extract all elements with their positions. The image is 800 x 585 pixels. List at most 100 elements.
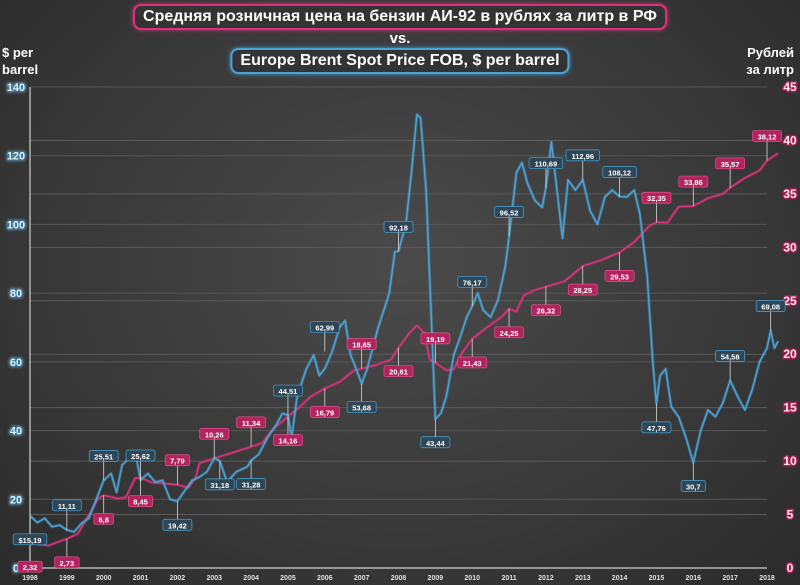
y-tick-label-left: 20 [10,494,22,506]
data-label-petrol-label: 38,12 [758,133,777,142]
y-axis-right-title-line1: Рублей [747,45,794,60]
x-tick-label: 2007 [354,575,370,582]
data-label-oil-label: 19,42 [168,521,187,530]
series-line-petrol-glow [29,151,779,548]
data-label-petrol-box [54,556,80,569]
data-label-oil-label: 31,28 [242,481,261,490]
data-label-oil-label: 112,96 [571,152,594,161]
data-label-oil-label: 96,52 [500,208,519,217]
data-label-petrol-box [420,332,451,345]
data-label-oil-box [12,533,48,546]
data-label-oil-box [528,157,564,170]
data-label-petrol-box [164,454,190,467]
data-label-oil-box [51,499,82,512]
data-label-petrol-box [678,175,709,188]
y-axis-left-title-line2: barrel [2,62,39,77]
data-label-petrol-box [309,406,340,418]
data-label-petrol-box [494,326,524,339]
y-tick-label-right: 40 [783,133,797,147]
x-tick-label: 2012 [538,575,554,582]
series-line-oil-glow [28,112,780,534]
data-label-oil-box [204,478,235,491]
data-label-oil-box [125,449,156,462]
data-label-oil-label: 62,99 [315,324,334,333]
x-tick-label: 2015 [649,575,665,582]
data-label-petrol-label: 20,61 [389,368,408,377]
y-tick-label-right: 45 [783,80,797,94]
y-axis-left-title: $ per barrel [2,44,38,78]
data-label-petrol-box [604,270,635,282]
data-label-petrol-box [715,157,746,170]
data-label-oil-label: 53,68 [352,404,371,413]
data-label-petrol-box [752,130,782,142]
data-label-petrol-label: 32,35 [647,194,666,203]
data-label-petrol-box [199,427,230,440]
data-label-oil-label: 47,76 [647,424,666,433]
vs-label: vs. [389,30,411,47]
y-axis-right-title: Рублей за литр [746,44,794,78]
y-tick-label-right: 30 [783,240,797,254]
y-tick-label-left: 80 [10,288,22,300]
y-tick-label-left: 140 [7,82,25,94]
series-line-oil [29,113,779,533]
data-label-petrol-label: 8,45 [133,498,148,507]
data-label-oil-box [309,321,340,333]
y-tick-label-right: 25 [783,294,797,308]
data-label-oil-box [383,220,414,233]
x-tick-label: 2014 [612,575,628,582]
y-tick-label-right: 20 [783,347,797,361]
chart-subtitle: Europe Brent Spot Price FOB, $ per barre… [230,48,570,74]
x-tick-label: 1998 [22,575,38,582]
data-label-oil-box [236,478,266,490]
data-label-petrol-label: 29,53 [610,272,629,281]
data-label-oil-box [273,384,303,397]
y-tick-label-right: 10 [783,454,797,468]
data-label-petrol-label: 2,32 [23,563,38,572]
data-label-oil-label: 25,51 [94,452,113,461]
x-tick-label: 2004 [243,575,259,582]
x-tick-label: 1999 [59,575,75,582]
x-tick-label: 2008 [391,575,407,582]
data-label-oil-label: 11,11 [58,502,76,511]
y-tick-label-right: 5 [787,508,794,522]
x-tick-label: 2011 [501,575,516,582]
data-label-petrol-label: 24,25 [500,329,519,338]
data-label-oil-label: 69,08 [761,303,780,312]
x-tick-label: 2005 [280,575,296,582]
data-label-petrol-box [457,356,488,369]
data-label-oil-box [346,401,377,413]
y-axis-right-title-line2: за литр [746,62,794,77]
x-tick-label: 2003 [206,575,222,582]
data-label-oil-label: 54,58 [721,352,740,361]
data-label-petrol-box [273,434,303,446]
data-label-oil-box [641,421,672,434]
y-tick-label-left: 100 [7,219,25,231]
y-tick-label-left: 0 [13,563,19,575]
y-tick-label-left: 120 [7,151,25,163]
data-label-oil-label: $15,19 [19,536,42,545]
x-tick-label: 2016 [686,575,702,582]
data-label-oil-label: 31,18 [210,481,229,490]
data-label-petrol-box [641,191,672,204]
data-label-petrol-label: 2,73 [60,559,75,568]
data-label-oil-label: 108,12 [608,169,631,178]
data-label-petrol-box [93,512,114,525]
x-tick-label: 2018 [759,575,775,582]
data-label-oil-box [565,149,600,162]
data-label-petrol-label: 16,79 [315,409,334,418]
data-label-petrol-label: 33,86 [684,178,703,187]
data-label-oil-label: 30,7 [686,483,701,492]
x-tick-label: 2010 [464,575,480,582]
chart-title: Средняя розничная цена на бензин АИ-92 в… [133,4,667,30]
data-label-oil-box [755,300,786,313]
y-tick-label-right: 0 [787,561,794,575]
data-label-oil-box [457,275,488,288]
data-label-petrol-label: 19,19 [426,335,445,344]
data-label-oil-label: 25,62 [131,452,150,461]
series-line-petrol [29,152,779,547]
x-tick-label: 2000 [96,575,112,582]
data-label-petrol-label: 26,32 [537,307,556,316]
data-label-petrol-box [128,495,154,508]
